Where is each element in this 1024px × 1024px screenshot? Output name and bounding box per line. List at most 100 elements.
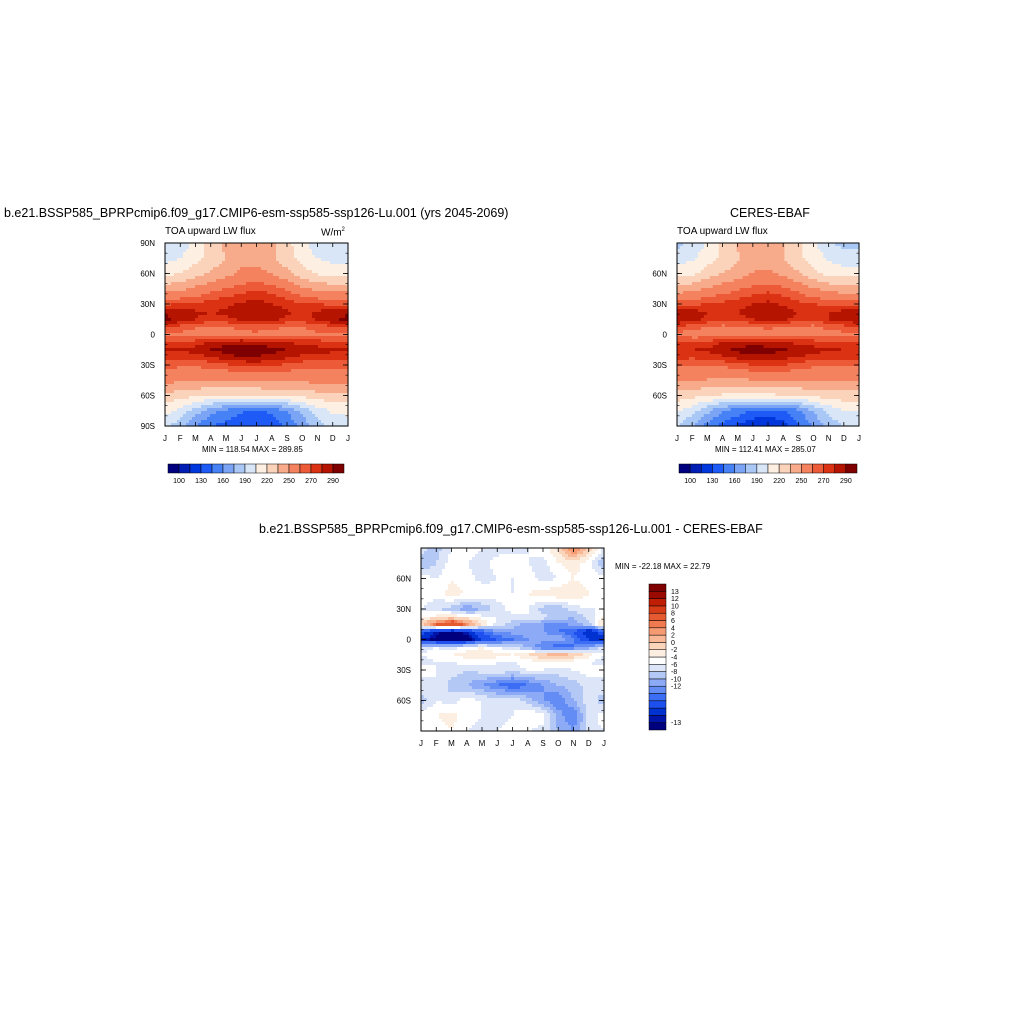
heatmap-cell	[246, 309, 250, 313]
heatmap-cell	[339, 372, 343, 376]
heatmap-cell	[324, 279, 328, 283]
heatmap-cell	[195, 291, 199, 295]
heatmap-cell	[288, 276, 292, 280]
heatmap-cell	[309, 273, 313, 277]
heatmap-cell	[285, 288, 289, 292]
heatmap-cell	[273, 297, 277, 301]
heatmap-cell	[336, 339, 340, 343]
heatmap-cell	[297, 270, 301, 274]
heatmap-cell	[255, 270, 259, 274]
heatmap-cell	[249, 342, 253, 346]
heatmap-cell	[345, 273, 349, 277]
heatmap-cell	[228, 321, 232, 325]
heatmap-cell	[180, 279, 184, 283]
heatmap-cell	[198, 354, 202, 358]
heatmap-cell	[249, 318, 253, 322]
colorbar-box	[167, 463, 180, 474]
heatmap-cell	[252, 297, 256, 301]
heatmap-cell	[201, 297, 205, 301]
heatmap-cell	[273, 369, 277, 373]
heatmap-cell	[171, 312, 175, 316]
heatmap-cell	[171, 246, 175, 250]
heatmap-cell	[297, 330, 301, 334]
heatmap-cell	[336, 279, 340, 283]
heatmap-cell	[291, 333, 295, 337]
heatmap-cell	[279, 309, 283, 313]
heatmap-cell	[216, 270, 220, 274]
heatmap-cell	[252, 348, 256, 352]
heatmap-cell	[261, 273, 265, 277]
heatmap-cell	[237, 348, 241, 352]
heatmap-cell	[198, 252, 202, 256]
heatmap-cell	[294, 315, 298, 319]
heatmap-cell	[315, 255, 319, 259]
heatmap-cell	[231, 348, 235, 352]
heatmap-cell	[288, 246, 292, 250]
heatmap-cell	[339, 243, 343, 247]
heatmap-cell	[180, 285, 184, 289]
heatmap-cell	[213, 354, 217, 358]
heatmap-cell	[324, 366, 328, 370]
heatmap-cell	[330, 252, 334, 256]
heatmap-cell	[207, 261, 211, 265]
heatmap-cell	[285, 270, 289, 274]
heatmap-cell	[168, 357, 172, 361]
heatmap-cell	[168, 309, 172, 313]
heatmap-cell	[324, 264, 328, 268]
heatmap-cell	[294, 267, 298, 271]
heatmap-cell	[210, 324, 214, 328]
heatmap-cell	[174, 243, 178, 247]
heatmap-cell	[165, 255, 169, 259]
heatmap-cell	[186, 249, 190, 253]
heatmap-cell	[186, 312, 190, 316]
heatmap-cell	[258, 339, 262, 343]
heatmap-cell	[195, 354, 199, 358]
heatmap-cell	[213, 366, 217, 370]
heatmap-cell	[192, 375, 196, 379]
heatmap-cell	[345, 345, 349, 349]
heatmap-cell	[177, 372, 181, 376]
heatmap-cell	[255, 312, 259, 316]
heatmap-cell	[276, 366, 280, 370]
heatmap-cell	[195, 279, 199, 283]
heatmap-cell	[168, 351, 172, 355]
units-base: W/m	[321, 227, 342, 239]
heatmap-cell	[216, 264, 220, 268]
heatmap-cell	[345, 342, 349, 346]
heatmap-cell	[315, 363, 319, 367]
heatmap-cell	[165, 300, 169, 304]
heatmap-cell	[210, 309, 214, 313]
heatmap-cell	[339, 300, 343, 304]
heatmap-cell	[291, 312, 295, 316]
heatmap-cell	[171, 363, 175, 367]
heatmap-cell	[255, 285, 259, 289]
heatmap-cell	[210, 264, 214, 268]
heatmap-cell	[234, 339, 238, 343]
heatmap-cell	[327, 279, 331, 283]
heatmap-cell	[171, 318, 175, 322]
colorbar-model: 100 130 160 190 220 250 270 290	[167, 463, 345, 485]
heatmap-cell	[201, 258, 205, 262]
heatmap-cell	[183, 351, 187, 355]
heatmap-cell	[294, 243, 298, 247]
heatmap-cell	[336, 246, 340, 250]
heatmap-cell	[180, 306, 184, 310]
heatmap-cell	[204, 360, 208, 364]
heatmap-cell	[237, 252, 241, 256]
heatmap-cell	[243, 351, 247, 355]
heatmap-cell	[315, 297, 319, 301]
heatmap-cell	[261, 363, 265, 367]
heatmap-cell	[177, 324, 181, 328]
heatmap-cell	[210, 246, 214, 250]
heatmap-cell	[312, 288, 316, 292]
heatmap-cell	[189, 246, 193, 250]
heatmap-cell	[270, 360, 274, 364]
heatmap-cell	[186, 321, 190, 325]
heatmap-cell	[321, 363, 325, 367]
heatmap-cell	[333, 318, 337, 322]
heatmap-cell	[234, 258, 238, 262]
heatmap-cell	[261, 339, 265, 343]
heatmap-cell	[210, 312, 214, 316]
heatmap-cell	[267, 276, 271, 280]
heatmap-cell	[228, 288, 232, 292]
